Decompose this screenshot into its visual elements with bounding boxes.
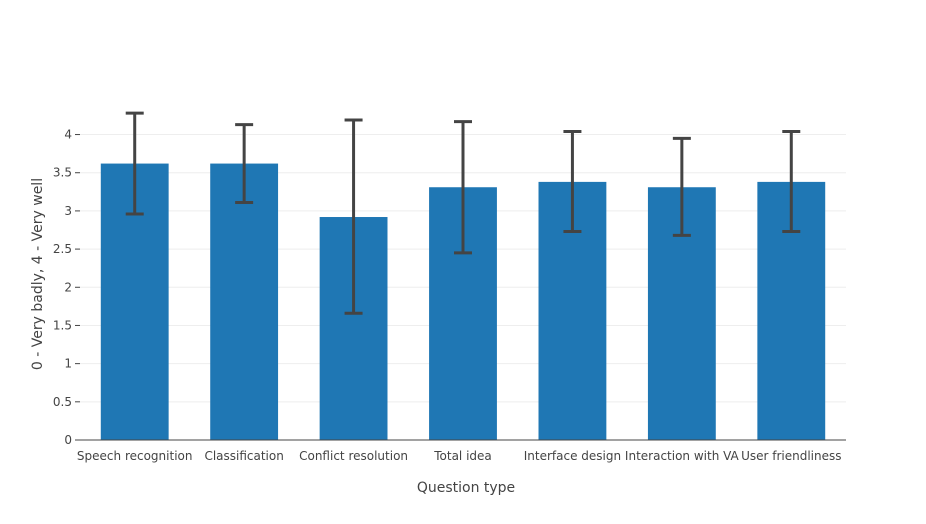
bars [100,163,826,440]
x-category-label: Classification [204,449,283,463]
y-axis-ticks: 0 0.5 1 1.5 2 2.5 3 3.5 4 [53,128,80,447]
error-bar [563,129,582,234]
x-category-label: Interaction with VA [625,449,740,463]
x-category-label: Speech recognition [77,449,193,463]
x-category-label: Conflict resolution [299,449,408,463]
error-bar [235,123,254,205]
y-tick-label: 4 [64,128,72,142]
error-bar [344,118,363,315]
error-bar [125,111,144,216]
y-tick-label: 2 [64,280,72,294]
y-tick-label: 0.5 [53,395,72,409]
y-tick-label: 3.5 [53,166,72,180]
error-bar [454,120,472,255]
x-axis-title: Question type [417,480,515,496]
y-tick-label: 3 [64,204,72,218]
y-tick-label: 1.5 [53,318,72,332]
y-axis-title: 0 - Very badly, 4 - Very well [30,178,46,370]
error-bars [125,111,801,315]
x-category-label: Interface design [524,449,621,463]
error-bar [782,129,801,234]
x-category-label: Total idea [433,449,492,463]
x-category-label: User friendliness [741,449,841,463]
x-axis-category-labels: Speech recognition Classification Conflict… [77,449,842,463]
y-tick-label: 1 [64,357,72,371]
y-tick-label: 2.5 [53,242,72,256]
error-bar [672,136,691,237]
y-tick-label: 0 [64,433,72,447]
bar [210,163,279,440]
